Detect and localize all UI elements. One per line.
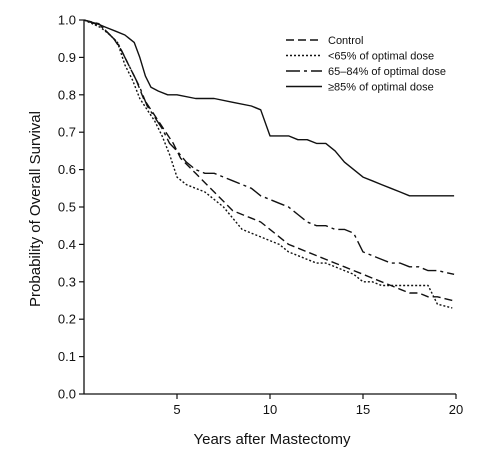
y-tick-label: 0.7 xyxy=(58,125,76,140)
series-layer xyxy=(83,19,455,309)
y-axis-label: Probability of Overall Survival xyxy=(27,111,44,307)
y-tick-label: 0.0 xyxy=(58,387,76,402)
y-tick-label: 0.4 xyxy=(58,237,76,252)
x-axis-label: Years after Mastectomy xyxy=(193,431,351,448)
y-tick-label: 0.9 xyxy=(58,50,76,65)
y-tick-label: 0.1 xyxy=(58,349,76,364)
x-tick-label: 10 xyxy=(263,402,277,417)
y-tick-label: 0.2 xyxy=(58,312,76,327)
series-line-3 xyxy=(83,19,455,197)
legend-label-3: ≥85% of optimal dose xyxy=(328,82,434,94)
x-tick-label: 5 xyxy=(173,402,180,417)
legend-label-1: <65% of optimal dose xyxy=(328,51,434,63)
legend: Control <65% of optimal dose 65–84% of opt… xyxy=(286,35,446,94)
series-line-2 xyxy=(83,19,455,275)
y-tick-label: 0.8 xyxy=(58,87,76,102)
y-tick-label: 1.0 xyxy=(58,13,76,28)
series-line-0 xyxy=(83,19,453,302)
series-line-1 xyxy=(83,19,453,309)
x-tick-label: 20 xyxy=(449,402,463,417)
y-tick-label: 0.3 xyxy=(58,274,76,289)
legend-label-2: 65–84% of optimal dose xyxy=(328,66,446,78)
y-tick-label: 0.6 xyxy=(58,162,76,177)
legend-label-0: Control xyxy=(328,35,363,47)
y-tick-label: 0.5 xyxy=(58,200,76,215)
axes: 0.0 0.1 0.2 0.3 0.4 0.5 0.6 0.7 0.8 0.9 1.0 5 10 15 20 xyxy=(58,13,463,418)
x-tick-label: 15 xyxy=(356,402,370,417)
